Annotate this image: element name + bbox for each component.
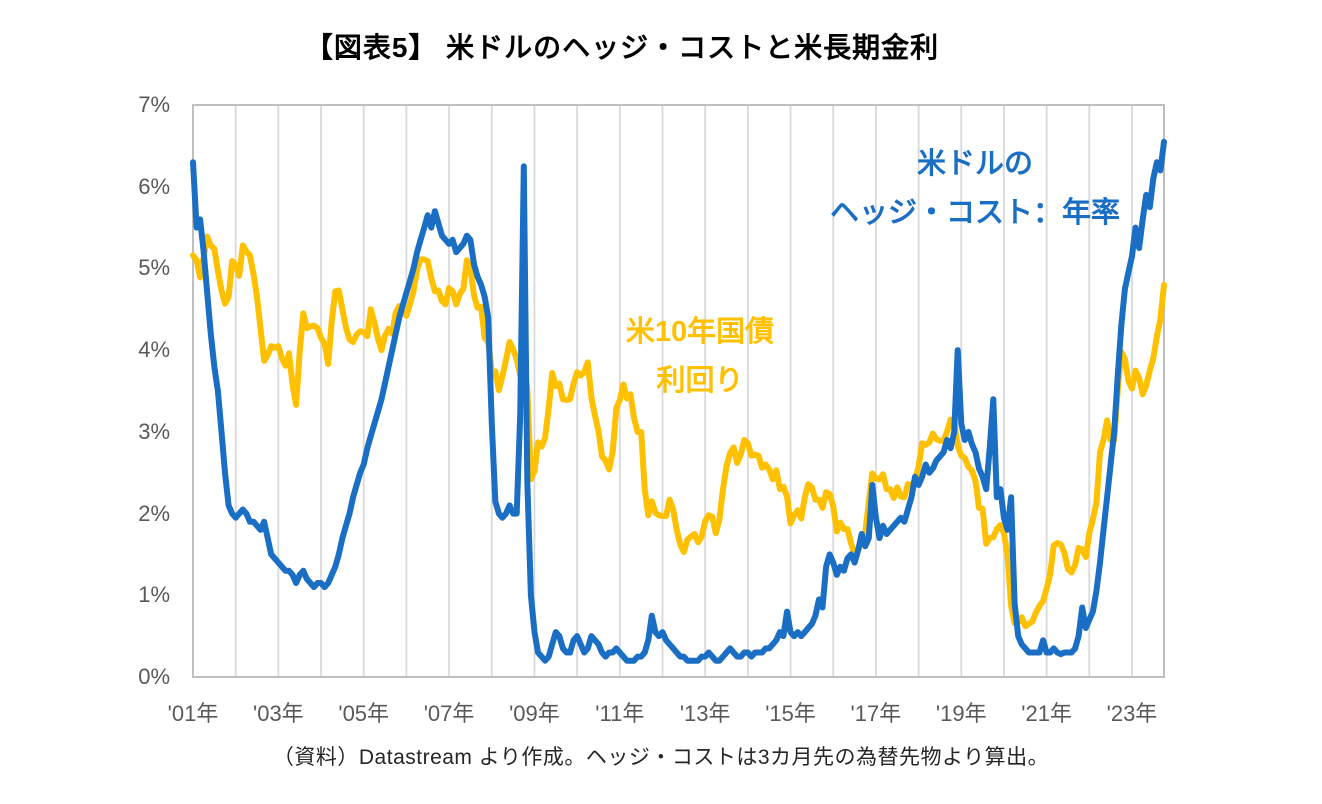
- x-axis-label: '15年: [765, 701, 816, 726]
- x-axis-label: '11年: [595, 701, 645, 726]
- treasury-yield-line: [190, 233, 1167, 630]
- x-axis-label: '03年: [253, 701, 304, 726]
- hedge-cost-line: [190, 138, 1167, 664]
- y-axis-label: 0%: [138, 664, 170, 689]
- series-label-hedge-cost: 米ドルの ヘッジ・コスト：年率: [830, 140, 1120, 238]
- x-axis-label: '09年: [509, 701, 560, 726]
- y-axis-label: 5%: [138, 255, 170, 281]
- plot-border: [192, 104, 1165, 678]
- x-axis-label: '05年: [338, 701, 390, 726]
- y-axis-label: 1%: [138, 582, 170, 608]
- x-axis-label: '13年: [679, 701, 731, 726]
- x-axis-label: '17年: [850, 701, 902, 726]
- y-axis-label: 3%: [138, 418, 170, 444]
- y-axis-label: 7%: [138, 92, 170, 117]
- series-label-treasury-line1: 米10年国債: [625, 316, 775, 348]
- y-axis-label: 4%: [138, 337, 170, 363]
- chart-title: 【図表5】 米ドルのヘッジ・コストと米長期金利: [304, 32, 940, 63]
- x-axis-label: '01年: [167, 701, 219, 726]
- x-axis-label: '19年: [935, 701, 987, 726]
- x-axis-label: '23年: [1106, 701, 1158, 726]
- y-axis-label: 6%: [138, 173, 170, 199]
- series-label-treasury-yield: 米10年国債 利回り: [626, 308, 774, 406]
- series-label-hedge-line1: 米ドルの: [916, 148, 1034, 180]
- x-axis-label: '07年: [423, 701, 475, 726]
- source-note: （資料）Datastream より作成。ヘッジ・コストは3カ月先の為替先物より算…: [272, 746, 1050, 769]
- series-label-hedge-line2: ヘッジ・コスト：年率: [829, 197, 1121, 229]
- series-label-treasury-line2: 利回り: [656, 365, 744, 397]
- y-axis-label: 2%: [138, 500, 170, 526]
- x-axis-label: '21年: [1021, 701, 1072, 726]
